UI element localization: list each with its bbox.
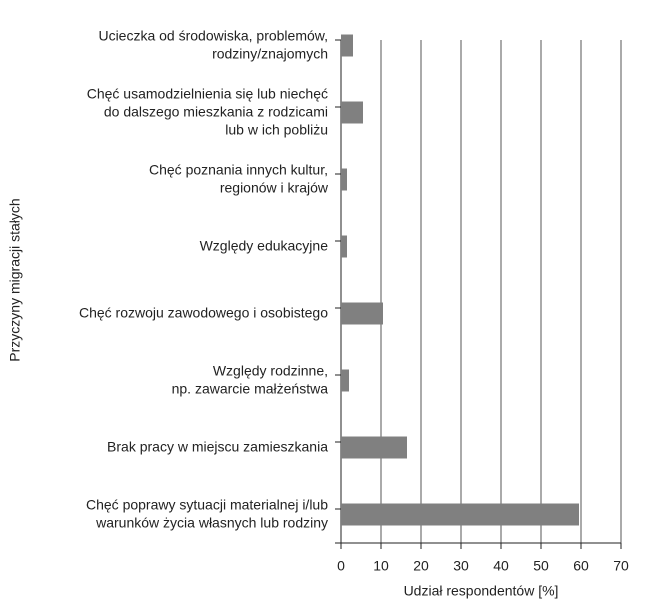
y-tick-label-line: Chęć rozwoju zawodowego i osobistego bbox=[79, 304, 328, 320]
bar bbox=[341, 101, 363, 124]
y-tick-label: Względy rodzinne, np. zawarcie małżeństwa bbox=[172, 362, 329, 396]
x-tick-label: 10 bbox=[373, 558, 389, 574]
x-axis-label: Udział respondentów [%] bbox=[404, 583, 559, 599]
bar bbox=[341, 168, 347, 191]
y-tick-label-line: Chęć usamodzielnienia się lub niechęć bbox=[87, 85, 328, 101]
x-tick-label: 0 bbox=[337, 558, 345, 574]
y-tick-label-line: rodziny/znajomych bbox=[212, 45, 328, 61]
x-tick-label: 40 bbox=[493, 558, 509, 574]
y-axis-label: Przyczyny migracji stałych bbox=[7, 198, 23, 361]
y-tick-label: Względy edukacyjne bbox=[200, 237, 329, 253]
y-tick-label: Ucieczka od środowiska, problemów, rodzin… bbox=[98, 27, 328, 61]
bar bbox=[341, 369, 349, 392]
bar bbox=[341, 436, 407, 459]
y-tick-label-line: Względy edukacyjne bbox=[200, 237, 329, 253]
x-tick-label: 20 bbox=[413, 558, 429, 574]
bar bbox=[341, 235, 347, 258]
x-tick-label: 30 bbox=[453, 558, 469, 574]
y-tick-label-line: Chęć poprawy sytuacji materialnej i/lub bbox=[86, 496, 328, 512]
y-tick-label: Chęć rozwoju zawodowego i osobistego bbox=[79, 304, 328, 320]
y-tick-label-line: lub w ich pobliżu bbox=[225, 121, 328, 137]
y-tick-label: Chęć poznania innych kultur, regionów i k… bbox=[149, 161, 329, 195]
x-tick-label: 50 bbox=[533, 558, 549, 574]
x-tick-label: 60 bbox=[573, 558, 589, 574]
y-tick-label-line: Chęć poznania innych kultur, bbox=[149, 161, 328, 177]
y-tick-label-line: do dalszego mieszkania z rodzicami bbox=[104, 103, 328, 119]
y-tick-label-line: np. zawarcie małżeństwa bbox=[172, 380, 329, 396]
y-tick-label: Chęć poprawy sytuacji materialnej i/lub w… bbox=[86, 496, 328, 530]
bar bbox=[341, 302, 383, 325]
bar bbox=[341, 503, 579, 526]
bar bbox=[341, 34, 353, 57]
y-tick-label: Brak pracy w miejscu zamieszkania bbox=[107, 438, 328, 454]
x-tick-label: 70 bbox=[613, 558, 629, 574]
y-tick-label-line: Względy rodzinne, bbox=[213, 362, 328, 378]
y-tick-label-line: Ucieczka od środowiska, problemów, bbox=[98, 27, 328, 43]
y-tick-label: Chęć usamodzielnienia się lub niechęć do … bbox=[87, 85, 328, 137]
y-tick-label-line: warunków życia własnych lub rodziny bbox=[95, 514, 328, 530]
y-tick-label-line: Brak pracy w miejscu zamieszkania bbox=[107, 438, 328, 454]
y-tick-label-line: regionów i krajów bbox=[220, 179, 329, 195]
